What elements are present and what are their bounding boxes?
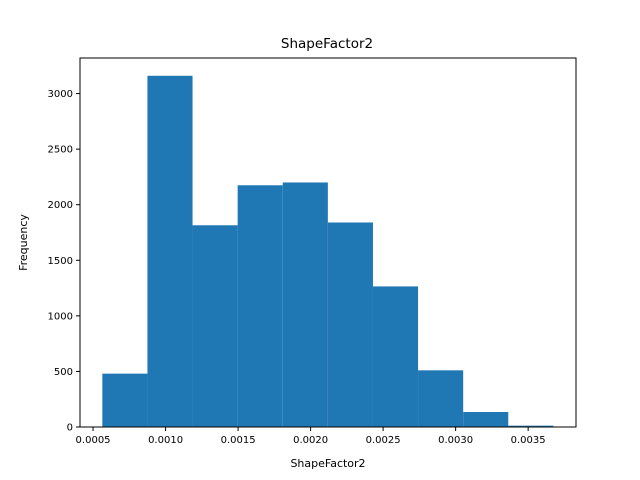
histogram-bar xyxy=(418,370,464,427)
x-tick-label: 0.0030 xyxy=(438,435,473,446)
y-tick-label: 2000 xyxy=(48,200,73,211)
y-tick-label: 0 xyxy=(67,423,73,434)
y-tick-label: 1000 xyxy=(48,311,73,322)
axes-frame xyxy=(79,57,577,428)
histogram-bar xyxy=(102,373,148,427)
bars-group xyxy=(102,75,554,427)
y-tick-label: 2500 xyxy=(48,145,73,156)
x-tick-label: 0.0005 xyxy=(76,435,111,446)
histogram-bar xyxy=(463,411,509,427)
y-axis-ticks: 0 500 1000 1500 2000 2500 3000 xyxy=(48,89,80,434)
histogram-bar xyxy=(237,185,283,427)
histogram-bar xyxy=(372,286,419,427)
histogram-bar xyxy=(147,75,193,427)
histogram-bar xyxy=(192,225,238,427)
x-tick-label: 0.0015 xyxy=(221,435,256,446)
x-tick-label: 0.0025 xyxy=(366,435,401,446)
y-tick-label: 3000 xyxy=(48,89,73,100)
chart-title: ShapeFactor2 xyxy=(281,36,373,52)
y-axis-label: Frequency xyxy=(17,214,30,271)
histogram-bar xyxy=(282,182,328,427)
y-tick-label: 500 xyxy=(54,367,73,378)
histogram-bar xyxy=(508,425,554,427)
x-tick-label: 0.0010 xyxy=(148,435,183,446)
x-tick-label: 0.0035 xyxy=(511,435,546,446)
y-tick-label: 1500 xyxy=(48,256,73,267)
x-axis-ticks: 0.0005 0.0010 0.0015 0.0020 0.0025 0.0030 0.00… xyxy=(76,427,546,446)
histogram-bar xyxy=(327,222,373,427)
x-tick-label: 0.0020 xyxy=(293,435,328,446)
x-axis-label: ShapeFactor2 xyxy=(290,457,365,470)
